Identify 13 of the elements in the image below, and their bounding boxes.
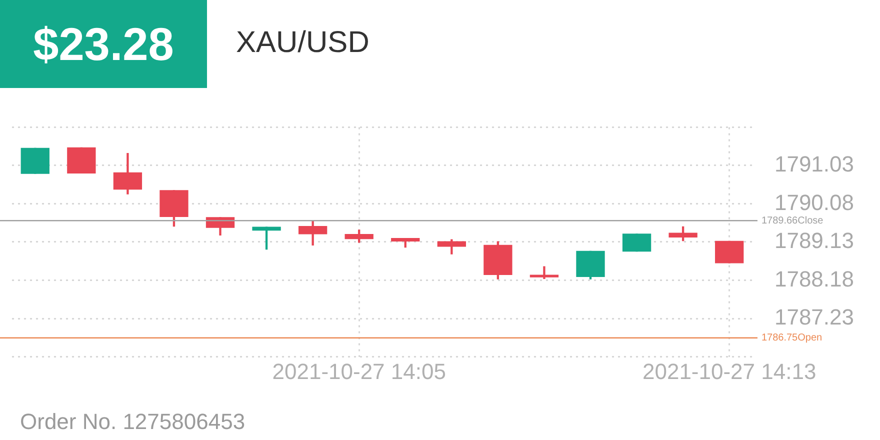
y-tick-label: 1788.18 [774,266,854,292]
candlestick [530,266,559,279]
x-tick-label: 2021-10-27 14:13 [642,359,816,384]
ref-line-label: 1789.66Close [761,215,824,226]
y-tick-label: 1790.08 [774,190,854,215]
x-tick-label: 2021-10-27 14:05 [272,359,446,384]
y-tick-label: 1789.13 [774,228,854,254]
y-tick-label: 1787.23 [774,304,854,330]
ref-line-label: 1786.75Open [761,332,822,344]
y-tick-label: 1791.03 [774,152,854,177]
text: $23.28 [0,0,207,88]
chart-title: XAU/USD [236,26,370,60]
text: Order No. 1275806453 [20,409,246,435]
